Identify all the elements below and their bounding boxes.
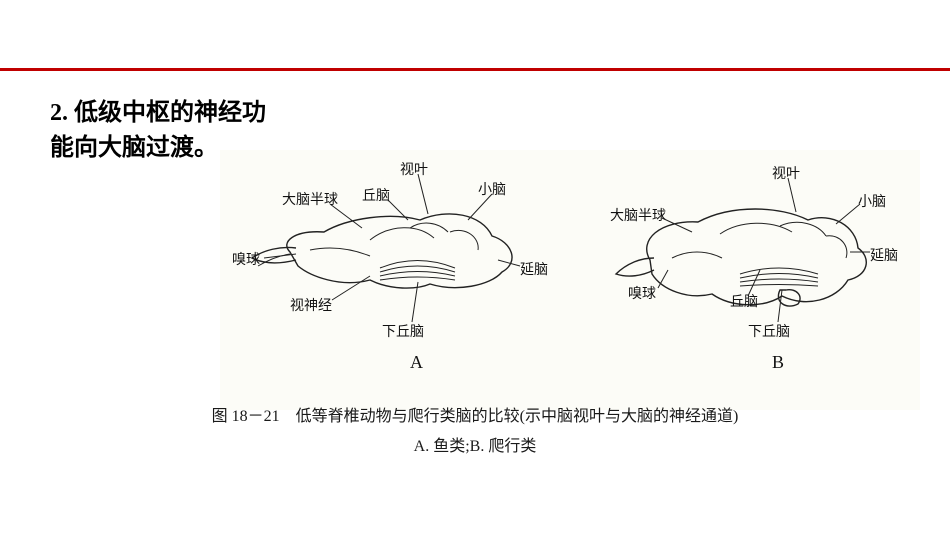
title-rule: [0, 68, 950, 71]
anatomy-label: 视叶: [772, 166, 800, 182]
anatomy-label: 视神经: [290, 298, 332, 314]
slide: 2. 低级中枢的神经功能向大脑过渡。 视叶丘脑大脑半球小脑嗅球延脑视神经下丘脑A…: [0, 0, 950, 535]
anatomy-label: 延脑: [520, 262, 548, 278]
anatomy-label: 嗅球: [232, 252, 260, 268]
anatomy-label: 丘脑: [730, 294, 758, 310]
figure-caption-line1: 图 18－21 低等脊椎动物与爬行类脑的比较(示中脑视叶与大脑的神经通道): [0, 402, 950, 426]
anatomy-label: 延脑: [870, 248, 898, 264]
panel-letter: A: [410, 352, 423, 372]
anatomy-label: 小脑: [858, 194, 886, 210]
anatomy-label: 下丘脑: [748, 324, 790, 340]
anatomy-label: 大脑半球: [610, 208, 666, 224]
brain-diagram-svg: 视叶丘脑大脑半球小脑嗅球延脑视神经下丘脑A视叶大脑半球小脑延脑嗅球丘脑下丘脑B: [220, 150, 920, 410]
anatomy-label: 嗅球: [628, 286, 656, 302]
anatomy-label: 下丘脑: [382, 324, 424, 340]
panel-letter: B: [772, 352, 784, 372]
figure-caption-line2: A. 鱼类;B. 爬行类: [0, 432, 950, 456]
anatomy-label: 丘脑: [362, 188, 390, 204]
anatomy-label: 视叶: [400, 162, 428, 178]
figure-area: 视叶丘脑大脑半球小脑嗅球延脑视神经下丘脑A视叶大脑半球小脑延脑嗅球丘脑下丘脑B: [220, 150, 920, 410]
anatomy-label: 大脑半球: [282, 192, 338, 208]
anatomy-label: 小脑: [478, 182, 506, 198]
